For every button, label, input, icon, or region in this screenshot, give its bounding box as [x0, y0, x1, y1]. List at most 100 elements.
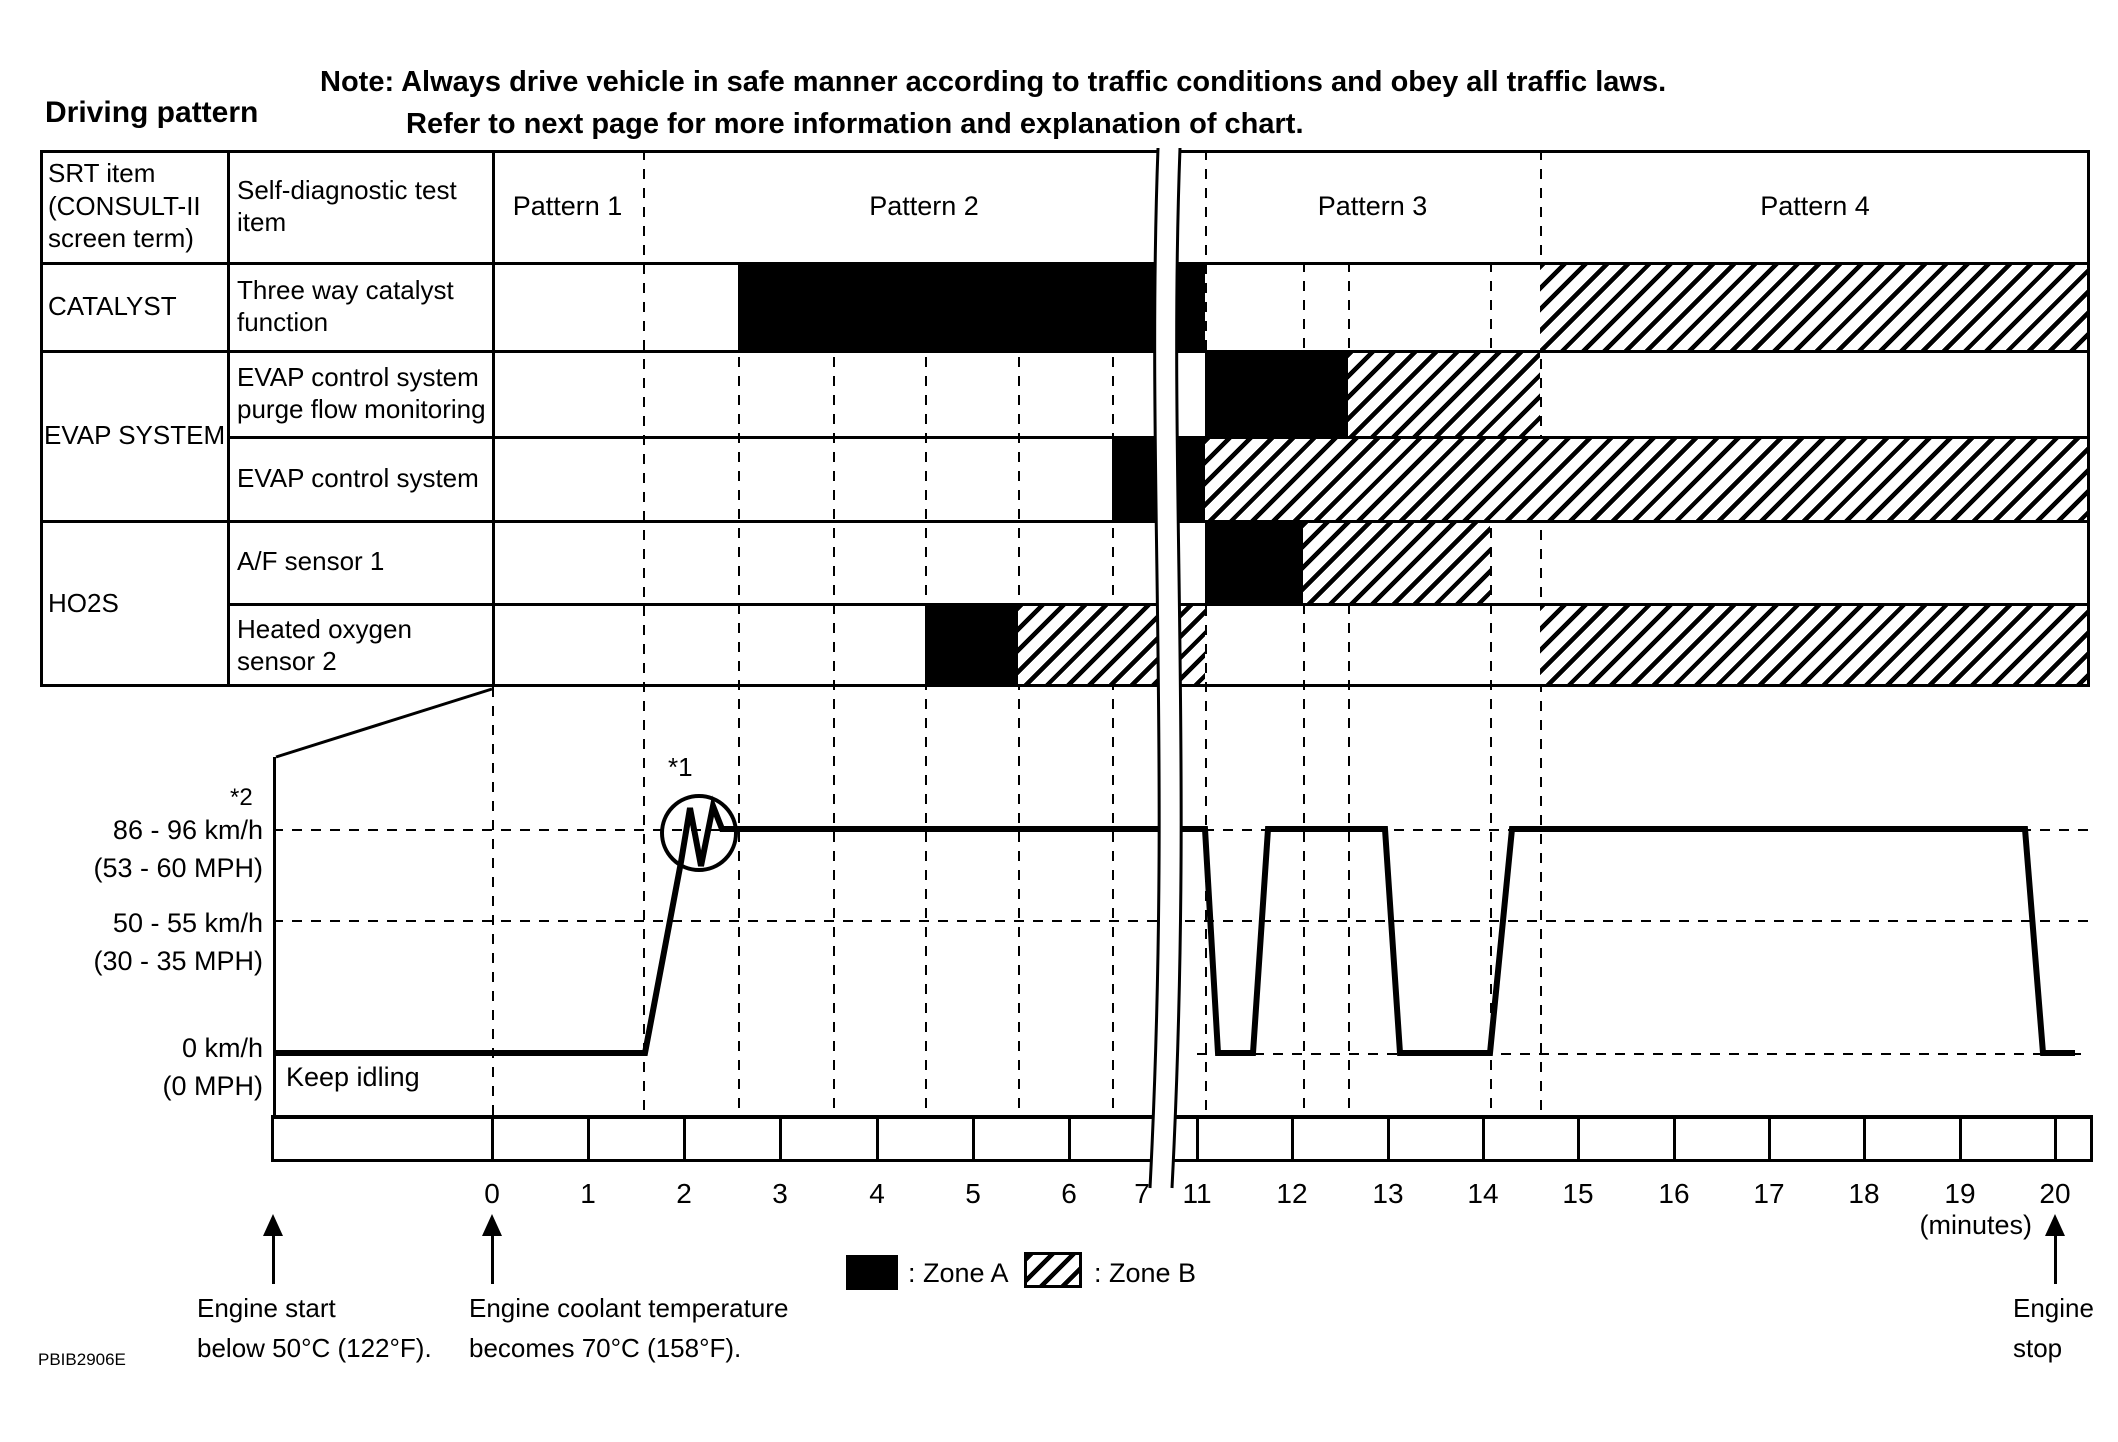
minute-label: 18 — [1848, 1178, 1880, 1209]
axis-tick-divider — [1863, 1119, 1866, 1162]
test-evap-purge-flow: EVAP control system purge flow monitorin… — [237, 361, 486, 425]
row-line-3 — [227, 436, 2090, 439]
up-arrow-icon — [2045, 1214, 2065, 1236]
minute-label: 7 — [1134, 1178, 1150, 1209]
engine-stop-note: Engine stop — [2013, 1293, 2094, 1364]
axis-tick-divider — [2054, 1119, 2057, 1162]
axis-tick-divider — [1577, 1119, 1580, 1162]
dashed-gridline-horizontal — [273, 829, 2090, 831]
test-heated-oxygen-sensor-2: Heated oxygen sensor 2 — [237, 613, 412, 677]
table-col2-divider — [492, 150, 495, 687]
axis-tick-divider — [1196, 1119, 1199, 1162]
pattern-3-header: Pattern 3 — [1317, 190, 1428, 221]
zone-b-label: : Zone B — [1094, 1258, 1197, 1288]
row-line-1 — [40, 262, 2090, 265]
time-axis-box — [271, 1119, 2093, 1162]
minute-label: 3 — [772, 1178, 788, 1209]
dashed-gridline-vertical — [1490, 262, 1492, 1119]
dashed-gridline-vertical — [833, 262, 835, 1119]
up-arrow-icon — [482, 1214, 502, 1236]
minute-label: 16 — [1658, 1178, 1690, 1209]
dashed-gridline-vertical — [738, 262, 740, 1119]
up-arrow-stem — [491, 1234, 494, 1284]
note-line-2: Refer to next page for more information … — [406, 108, 1304, 140]
srt-item-header: SRT item (CONSULT-II screen term) — [48, 158, 201, 254]
minute-label: 20 — [2039, 1178, 2071, 1209]
axis-tick-divider — [876, 1119, 879, 1162]
minute-label: 5 — [965, 1178, 981, 1209]
up-arrow-stem — [2054, 1234, 2057, 1284]
self-diagnostic-header: Self-diagnostic test item — [237, 174, 457, 238]
minute-label: 17 — [1753, 1178, 1785, 1209]
dashed-gridline-horizontal — [1197, 1053, 2085, 1055]
minute-label: 6 — [1061, 1178, 1077, 1209]
zone-b-bar — [1205, 438, 2090, 520]
minute-label: 19 — [1944, 1178, 1976, 1209]
minute-label: 11 — [1182, 1178, 1212, 1209]
row-line-2 — [40, 350, 2090, 353]
dashed-gridline-vertical — [1112, 262, 1114, 1119]
minute-label: 14 — [1467, 1178, 1499, 1209]
zone-a-bar — [925, 605, 1018, 687]
dashed-gridline-horizontal — [273, 920, 2090, 922]
row-line-5 — [227, 603, 2090, 606]
axis-tick-divider — [1482, 1119, 1485, 1162]
zone-b-swatch — [1024, 1252, 1082, 1288]
test-af-sensor-1: A/F sensor 1 — [237, 546, 385, 577]
test-evap-control: EVAP control system — [237, 462, 479, 493]
dashed-gridline-vertical — [1018, 262, 1020, 1119]
row-line-4 — [40, 520, 2090, 523]
up-arrow-stem — [272, 1234, 275, 1284]
test-three-way-catalyst: Three way catalyst function — [237, 274, 454, 338]
zone-b-bar — [1540, 264, 2090, 350]
zone-a-bar — [1205, 522, 1303, 603]
axis-tick-divider — [491, 1119, 494, 1162]
page-title: Driving pattern — [45, 96, 259, 129]
axis-tick-divider — [779, 1119, 782, 1162]
minute-label: 4 — [869, 1178, 885, 1209]
engine-coolant-note: Engine coolant temperature becomes 70°C … — [469, 1293, 789, 1364]
axis-tick-divider — [1068, 1119, 1071, 1162]
zone-b-bar — [1540, 605, 2090, 687]
pattern-1-header: Pattern 1 — [512, 190, 623, 221]
minute-label: 15 — [1562, 1178, 1594, 1209]
zone-b-bar — [1348, 352, 1540, 436]
axis-tick-divider — [972, 1119, 975, 1162]
srt-item-ho2s: HO2S — [48, 588, 119, 619]
pattern-4-header: Pattern 4 — [1760, 190, 1870, 221]
table-col1-divider — [227, 150, 230, 687]
dashed-gridline-vertical — [925, 262, 927, 1119]
table-border — [40, 150, 2090, 687]
engine-start-note: Engine start below 50°C (122°F). — [197, 1293, 432, 1364]
speed-label-0: 0 km/h (0 MPH) — [162, 1033, 264, 1101]
footnote-1-marker: *1 — [668, 752, 693, 782]
pattern-2-header: Pattern 2 — [869, 190, 979, 221]
up-arrow-icon — [263, 1214, 283, 1236]
zone-a-label: : Zone A — [908, 1258, 1009, 1288]
minute-label: 13 — [1372, 1178, 1404, 1209]
figure-code: PBIB2906E — [38, 1350, 126, 1369]
axis-tick-divider — [1768, 1119, 1771, 1162]
dashed-gridline-vertical — [1303, 262, 1305, 1119]
speed-trace — [273, 795, 2075, 1056]
axis-tick-divider — [683, 1119, 686, 1162]
table-to-graph-connector — [275, 687, 493, 759]
zone-a-bar — [1205, 352, 1348, 436]
speed-axis-line — [273, 757, 276, 1119]
dashed-gridline-vertical — [643, 150, 645, 1119]
note-line-1: Note: Always drive vehicle in safe manne… — [320, 66, 1667, 98]
dashed-gridline-vertical — [1348, 262, 1350, 1119]
fluctuation-circle-icon — [660, 794, 738, 872]
minute-label: 2 — [676, 1178, 692, 1209]
zone-a-bar — [738, 264, 1205, 350]
minute-label: 0 — [484, 1178, 500, 1209]
axis-tick-divider — [1291, 1119, 1294, 1162]
zone-a-swatch — [846, 1255, 898, 1290]
dashed-gridline-vertical — [492, 687, 494, 1119]
axis-tick-divider — [1673, 1119, 1676, 1162]
axis-tick-divider — [1387, 1119, 1390, 1162]
speed-label-50-55: 50 - 55 km/h (30 - 35 MPH) — [93, 908, 263, 976]
minutes-unit-label: (minutes) — [1919, 1210, 2032, 1240]
keep-idling-label: Keep idling — [286, 1062, 420, 1092]
